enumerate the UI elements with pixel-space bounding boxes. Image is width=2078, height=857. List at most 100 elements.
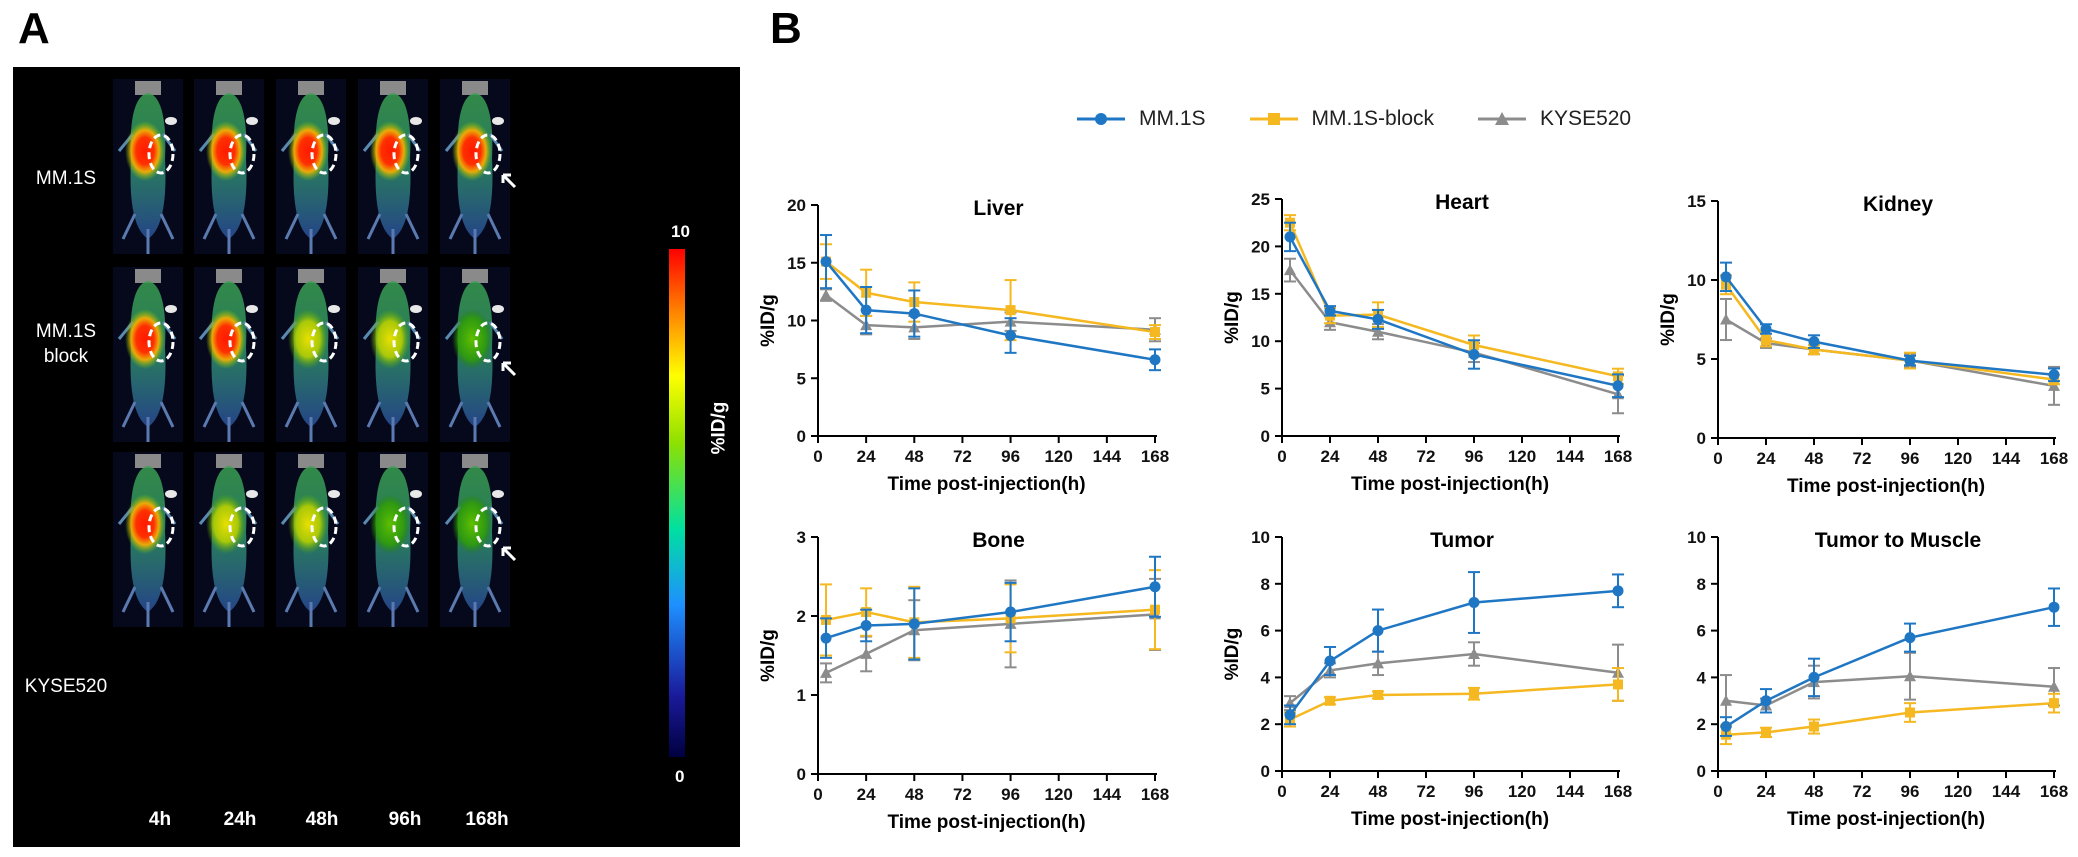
y-tick-label: 8 [1261,575,1270,594]
data-point [2048,379,2060,391]
data-point [1324,305,1336,317]
y-tick-label: 0 [1697,762,1706,781]
x-tick-label: 48 [1369,447,1388,466]
data-point [860,304,872,316]
x-tick-label: 168 [2040,449,2068,468]
y-axis-label: %ID/g [758,294,779,347]
x-tick-label: 168 [1141,785,1169,804]
series-mm-1s [1284,571,1624,726]
x-tick-label: 144 [1992,782,2021,801]
tumor-circle [228,506,256,548]
chart-0: 0 24 48 72 96 120 144 168 0 5 10 15 20 Liver Time post… [758,196,1169,495]
x-tick-label: 24 [1757,782,1776,801]
tumor-arrow [501,361,517,377]
y-tick-label: 10 [1687,271,1706,290]
colorbar-max-label: 10 [671,222,690,241]
tumor-circle [147,321,175,363]
x-tick-label: 48 [905,447,924,466]
x-tick-label: 24 [857,785,876,804]
data-point [1761,727,1771,738]
x-tick-label: 72 [953,785,972,804]
legend-marker-kyse520 [1478,112,1527,125]
data-point [1808,671,1820,683]
x-tick-label: 0 [1713,449,1722,468]
mouse-image-r0-c0 [113,79,183,254]
legend-label-mm1s-block: MM.1S-block [1311,107,1435,130]
time-label-48h: 48h [305,809,339,830]
x-tick-label: 96 [1465,782,1484,801]
series-line [1289,652,1619,705]
y-tick-label: 20 [787,196,806,215]
data-point [1149,581,1161,593]
chart-1: 0 24 48 72 96 120 144 168 0 5 10 15 20 25 Heart Time po… [1222,190,1632,495]
data-point [1372,313,1384,325]
y-tick-label: 15 [1251,285,1270,304]
data-point [1720,721,1732,733]
data-point [1904,670,1916,682]
data-point [1468,648,1480,659]
x-axis-label: Time post-injection(h) [1351,809,1549,830]
y-tick-label: 10 [1687,528,1706,547]
tumor-circle [147,133,175,175]
data-point [1373,689,1383,700]
data-point [1372,325,1384,337]
colorbar [669,249,685,757]
series-mm-1s-block [1720,692,2060,746]
x-tick-label: 48 [1369,782,1388,801]
time-label-4h: 4h [148,809,172,830]
data-point [1760,323,1772,335]
series-line [825,608,1156,624]
y-tick-label: 1 [797,686,806,705]
data-point [1761,335,1771,346]
legend-label-mm1s: MM.1S [1139,107,1206,130]
mouse-image-r0-c3 [358,79,428,254]
tumor-circle [392,506,420,548]
chart-3: 0 24 48 72 96 120 144 168 0 1 2 3 Bone Time post-inje… [758,528,1169,833]
x-tick-label: 120 [1508,447,1536,466]
tumor-circle [392,321,420,363]
tumor-circle [392,133,420,175]
y-tick-label: 6 [1697,622,1706,641]
x-tick-label: 72 [1853,449,1872,468]
x-tick-label: 96 [1001,447,1020,466]
series-line [1725,605,2055,728]
y-tick-label: 2 [797,607,806,626]
legend-item-mm1s-block: MM.1S-block [1248,107,1435,131]
y-tick-label: 6 [1261,622,1270,641]
x-tick-label: 144 [1556,447,1585,466]
chart-title: Bone [972,529,1025,552]
y-axis-label: %ID/g [1222,628,1243,681]
x-tick-label: 144 [1556,782,1585,801]
y-tick-label: 2 [1261,715,1270,734]
tumor-circle [147,506,175,548]
chart-title: Kidney [1863,193,1933,216]
series-line [1725,276,2055,377]
data-point [1904,355,1916,367]
chart-legend: MM.1S MM.1S-block KYSE520 [1075,104,1631,134]
legend-item-kyse520: KYSE520 [1476,107,1631,131]
x-tick-label: 72 [953,447,972,466]
y-tick-label: 2 [1697,715,1706,734]
row-label-mm1s-block-line1: MM.1S [35,321,97,342]
x-tick-label: 0 [813,785,822,804]
y-tick-label: 5 [1261,380,1270,399]
time-label-96h: 96h [388,809,422,830]
tumor-circle [474,133,502,175]
series-line [825,260,1156,362]
tumor-arrow [501,173,517,189]
data-point [1612,380,1624,392]
data-point [908,618,920,630]
x-axis-label: Time post-injection(h) [1351,474,1549,495]
mouse-image-r1-c0 [113,267,183,442]
tumor-circle [228,133,256,175]
panel-b-label: B [770,4,802,53]
mouse-image-r1-c2 [276,267,346,442]
legend-marker-mm1s [1077,113,1125,125]
y-tick-label: 10 [1251,528,1270,547]
pet-imaging-grid [113,79,685,757]
x-tick-label: 48 [905,785,924,804]
series-mm-1s [820,555,1161,661]
